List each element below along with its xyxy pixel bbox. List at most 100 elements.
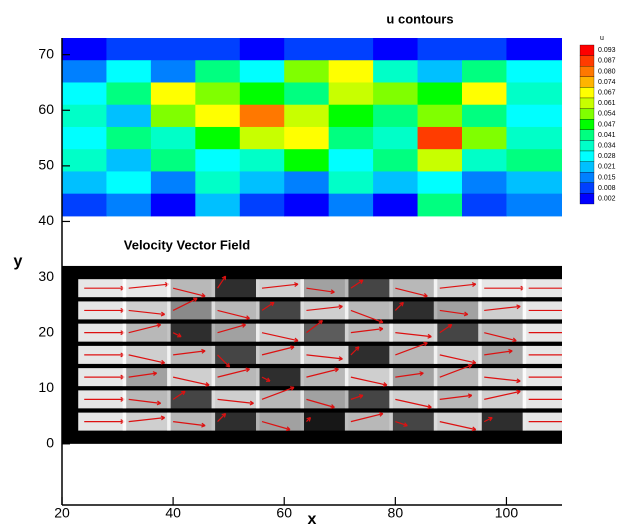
vector-patch <box>433 279 482 298</box>
contour-cell <box>462 82 507 106</box>
legend-label: 0.047 <box>598 121 616 128</box>
vector-shaft <box>128 283 169 289</box>
vector-arrow <box>344 345 393 364</box>
contour-cell <box>506 171 562 195</box>
vector-head <box>201 293 206 298</box>
contour-cell <box>62 149 107 172</box>
legend-label: 0.028 <box>598 153 616 160</box>
contour-cell <box>195 193 241 217</box>
vector-patch <box>344 345 393 364</box>
y-tick-label: 40 <box>38 212 54 228</box>
vector-arrow <box>300 279 349 298</box>
vector-arrow <box>522 323 562 342</box>
legend-swatch <box>579 140 595 152</box>
vector-arrow <box>167 345 216 364</box>
contour-cell <box>506 38 562 61</box>
vector-head <box>249 400 254 406</box>
contour-cell <box>195 38 241 61</box>
vector-patch <box>389 301 438 320</box>
contour-cell <box>417 149 463 172</box>
vector-arrow <box>211 412 260 431</box>
contour-cell <box>462 171 507 195</box>
vector-head <box>447 324 453 329</box>
vector-head <box>205 382 210 387</box>
vector-arrow <box>433 412 482 432</box>
vector-patch <box>167 368 216 387</box>
vector-shaft <box>173 421 206 427</box>
vector-head <box>330 289 335 295</box>
vector-arrow <box>389 301 438 320</box>
vector-patch <box>300 323 349 342</box>
vector-arrow <box>78 390 127 409</box>
vector-arrow <box>478 389 527 409</box>
contour-cell <box>62 193 107 217</box>
contour-cell <box>195 126 241 150</box>
contour-cell <box>417 193 463 217</box>
vector-arrow <box>478 323 527 343</box>
vector-head <box>156 323 162 328</box>
vector-shaft <box>484 376 521 382</box>
vector-arrow <box>300 320 349 342</box>
contour-cell <box>506 149 562 172</box>
vector-head <box>419 371 424 377</box>
legend-title: u <box>600 35 604 42</box>
vector-head <box>265 377 271 382</box>
contour-cell <box>284 193 330 217</box>
vector-head <box>285 426 291 432</box>
vector-shaft <box>484 332 517 342</box>
vector-arrow <box>167 297 216 320</box>
vector-patch <box>300 279 349 298</box>
contour-cell <box>506 60 562 83</box>
vector-shaft <box>261 346 295 356</box>
vector-head <box>241 323 246 328</box>
contour-cell <box>328 171 374 195</box>
y-tick-label: 0 <box>46 435 54 451</box>
legend-swatch <box>579 161 595 173</box>
vector-arrow <box>433 390 482 409</box>
contour-cell <box>239 60 285 83</box>
vector-arrow <box>522 390 569 409</box>
vector-shaft <box>306 305 343 312</box>
legend-label: 0.087 <box>598 58 616 65</box>
vector-head <box>193 297 198 303</box>
vector-shaft <box>217 275 227 289</box>
vector-arrow <box>522 301 569 320</box>
vector-shaft <box>439 354 476 364</box>
legend-swatch <box>579 55 595 67</box>
vector-shaft <box>484 305 521 312</box>
vector-head <box>516 304 521 310</box>
vector-title: Velocity Vector Field <box>124 237 250 252</box>
vector-head <box>338 304 343 310</box>
contour-cell <box>284 38 330 61</box>
vector-shaft <box>395 287 428 297</box>
contour-cell <box>462 38 507 61</box>
contour-cell <box>462 193 507 217</box>
vector-head <box>293 337 299 343</box>
vector-arrow <box>122 301 171 320</box>
vector-patch <box>389 390 438 409</box>
vector-arrow <box>522 368 562 387</box>
vector-shaft <box>439 324 453 334</box>
contour-cell <box>62 104 107 128</box>
contour-cell <box>106 60 152 83</box>
legend-label: 0.061 <box>598 100 616 107</box>
vector-patch <box>256 323 304 342</box>
vector-head <box>225 362 231 368</box>
legend-swatch <box>579 44 595 56</box>
vector-shaft <box>172 390 186 400</box>
contour-cell <box>373 149 419 172</box>
vector-head <box>427 333 432 339</box>
vector-arrow <box>256 412 304 432</box>
vector-patch <box>478 390 527 409</box>
vector-head <box>565 397 569 401</box>
vector-arrow <box>478 412 527 431</box>
vector-shaft <box>217 398 254 404</box>
vector-shaft <box>350 413 384 423</box>
vector-shaft <box>261 283 299 289</box>
contour-cell <box>328 193 374 217</box>
vector-arrow <box>122 412 171 431</box>
vector-head <box>565 308 569 312</box>
x-tick-label: 80 <box>388 505 404 521</box>
vector-arrow <box>78 412 127 431</box>
